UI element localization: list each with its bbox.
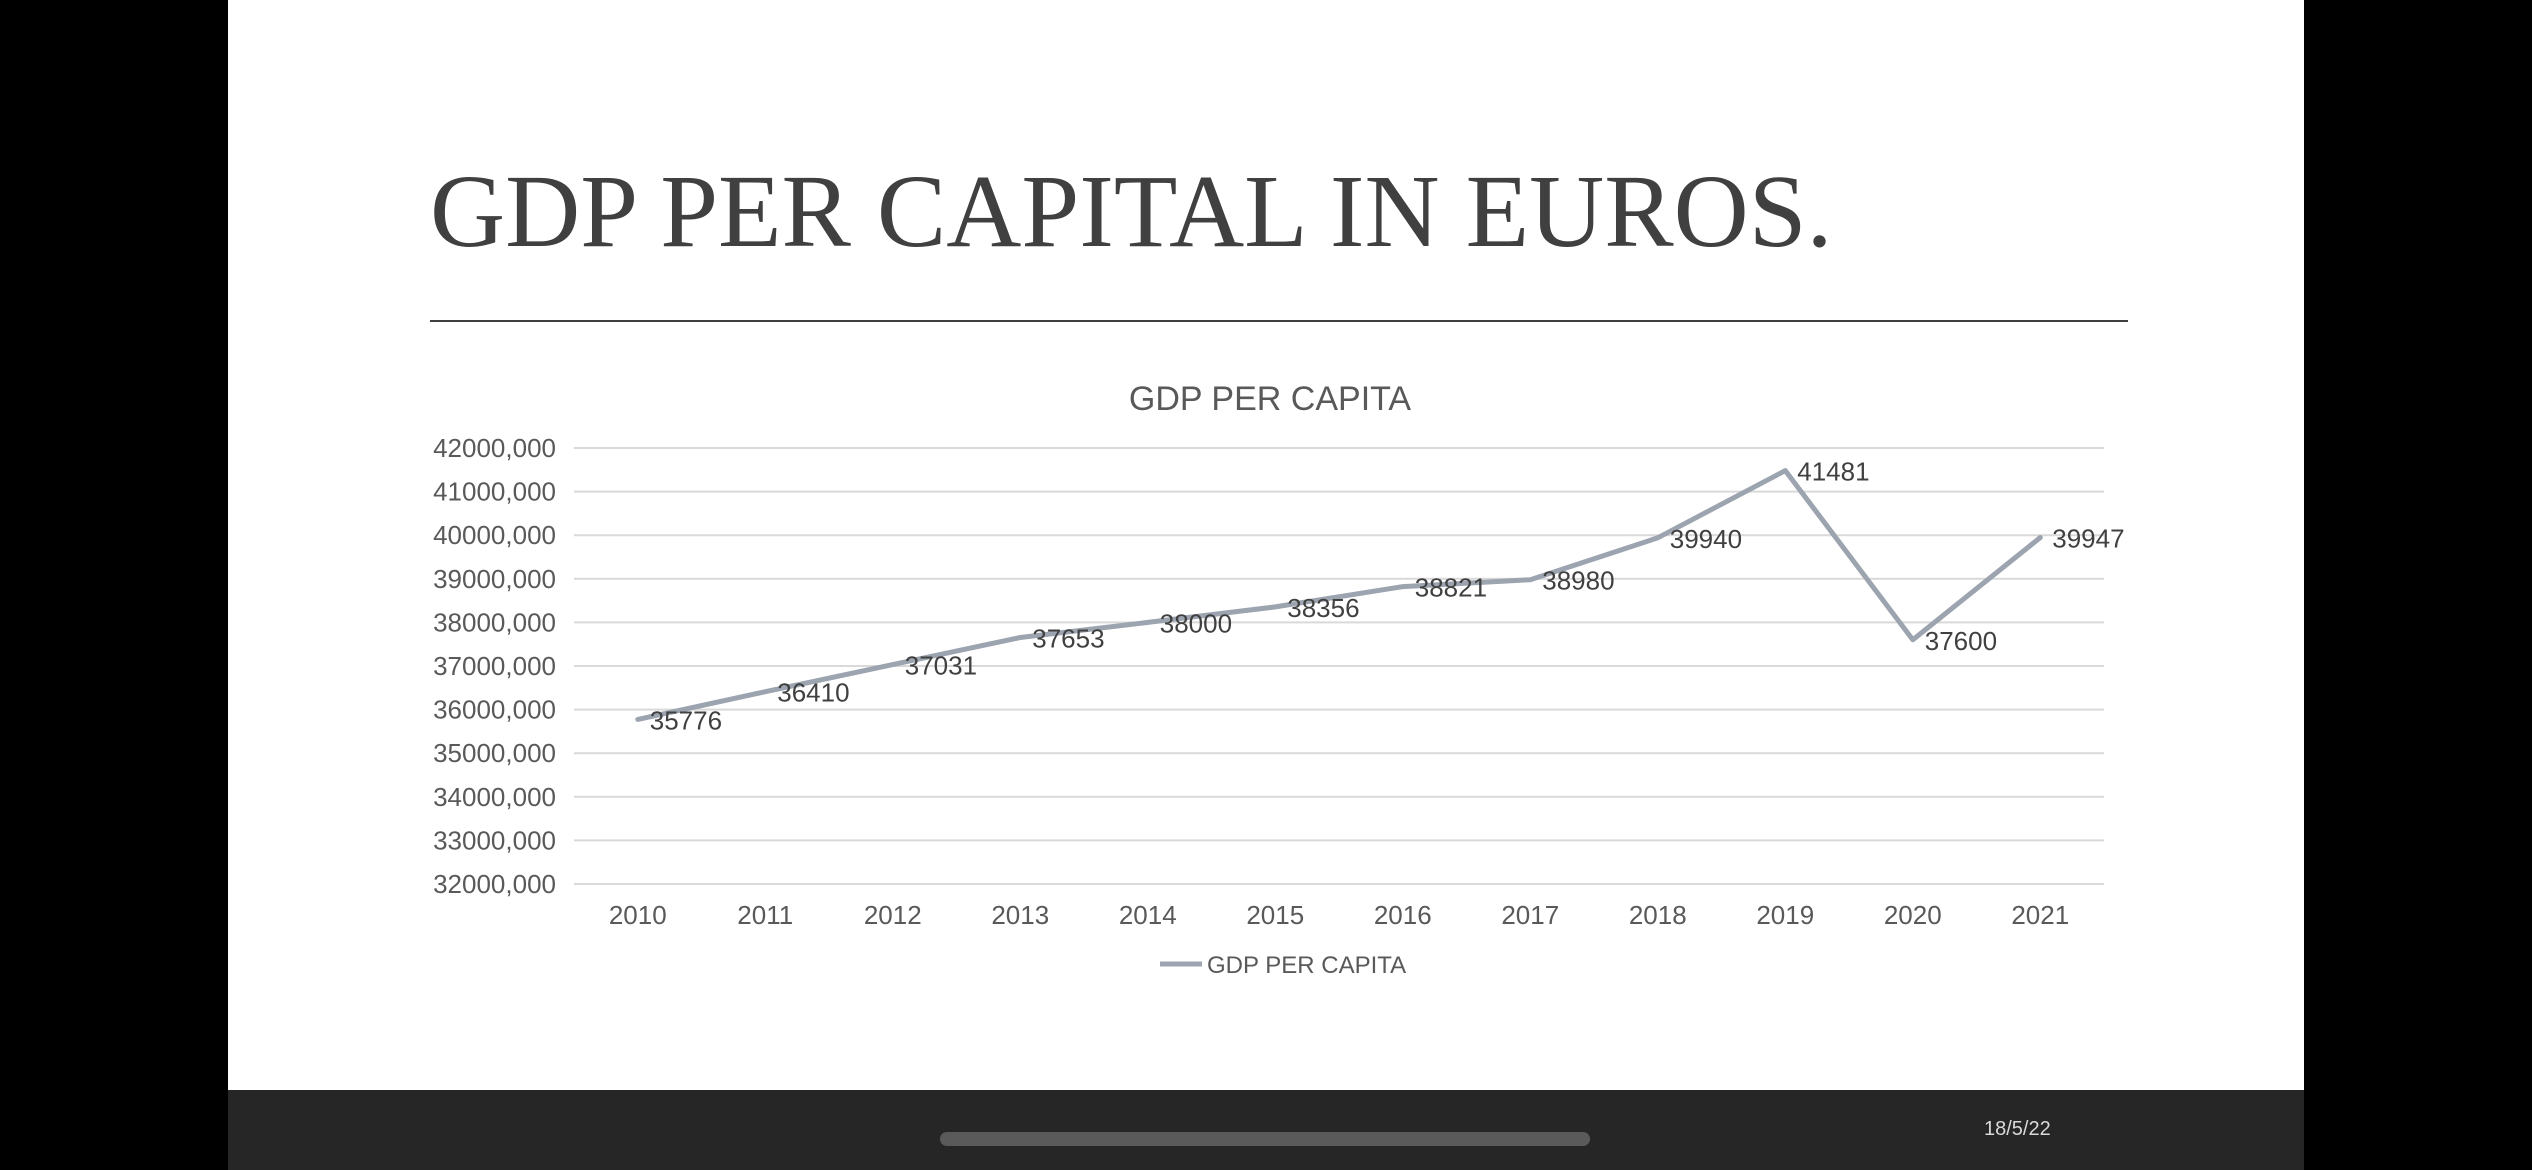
series-line xyxy=(635,468,2043,722)
gridlines xyxy=(574,447,2104,885)
y-tick-label: 32000,000 xyxy=(433,869,556,899)
title-divider xyxy=(430,320,2128,322)
x-tick-label: 2019 xyxy=(1756,900,1814,930)
data-label: 37600 xyxy=(1925,626,1997,656)
data-label: 36410 xyxy=(777,678,849,708)
data-label: 41481 xyxy=(1797,457,1869,487)
series-gdp-per-capita xyxy=(635,468,2043,722)
y-axis-tick-labels: 32000,000 33000,000 34000,000 35000,000 3600… xyxy=(433,433,556,899)
x-tick-label: 2018 xyxy=(1629,900,1687,930)
x-tick-label: 2015 xyxy=(1246,900,1304,930)
y-tick-label: 40000,000 xyxy=(433,520,556,550)
slide-title: GDP PER CAPITAL IN EUROS. xyxy=(430,154,1833,269)
data-label: 35776 xyxy=(650,705,722,735)
y-tick-label: 34000,000 xyxy=(433,782,556,812)
x-tick-label: 2011 xyxy=(737,900,793,930)
y-tick-label: 41000,000 xyxy=(433,477,556,507)
data-label: 39940 xyxy=(1670,524,1742,554)
chart-legend: GDP PER CAPITA xyxy=(1160,952,1406,979)
y-tick-label: 33000,000 xyxy=(433,825,556,855)
y-tick-label: 38000,000 xyxy=(433,607,556,637)
horizontal-scrollbar[interactable] xyxy=(940,1132,1590,1146)
data-label: 37031 xyxy=(905,651,977,681)
slide: GDP PER CAPITAL IN EUROS. xyxy=(228,0,2304,1090)
x-tick-label: 2012 xyxy=(864,900,922,930)
x-tick-label: 2020 xyxy=(1884,900,1942,930)
data-labels: 35776 36410 37031 37653 38000 38356 38821 38980… xyxy=(650,457,2125,736)
x-tick-label: 2016 xyxy=(1374,900,1432,930)
chart-title: GDP PER CAPITA xyxy=(1129,380,1411,418)
slide-date: 18/5/22 xyxy=(1984,1118,2051,1140)
y-tick-label: 36000,000 xyxy=(433,695,556,725)
x-tick-label: 2021 xyxy=(2011,900,2069,930)
bottom-toolbar: 18/5/22 xyxy=(228,1090,2304,1170)
data-label: 38356 xyxy=(1287,593,1359,623)
x-tick-label: 2017 xyxy=(1501,900,1559,930)
legend-label: GDP PER CAPITA xyxy=(1207,952,1406,979)
data-label: 38980 xyxy=(1542,566,1614,596)
data-label: 39947 xyxy=(2052,524,2124,554)
x-tick-label: 2014 xyxy=(1119,900,1177,930)
data-label: 37653 xyxy=(1032,624,1104,654)
data-label: 38000 xyxy=(1160,608,1232,638)
y-tick-label: 42000,000 xyxy=(433,433,556,463)
x-tick-label: 2013 xyxy=(991,900,1049,930)
x-tick-label: 2010 xyxy=(609,900,667,930)
y-tick-label: 35000,000 xyxy=(433,738,556,768)
x-axis-tick-labels: 2010 2011 2012 2013 2014 2015 2016 2017 2018 2019… xyxy=(609,900,2069,930)
line-chart: GDP PER CAPITA 32000,000 33000,000 34000,0… xyxy=(433,380,2125,979)
data-label: 38821 xyxy=(1415,573,1487,603)
y-tick-label: 39000,000 xyxy=(433,564,556,594)
y-tick-label: 37000,000 xyxy=(433,651,556,681)
